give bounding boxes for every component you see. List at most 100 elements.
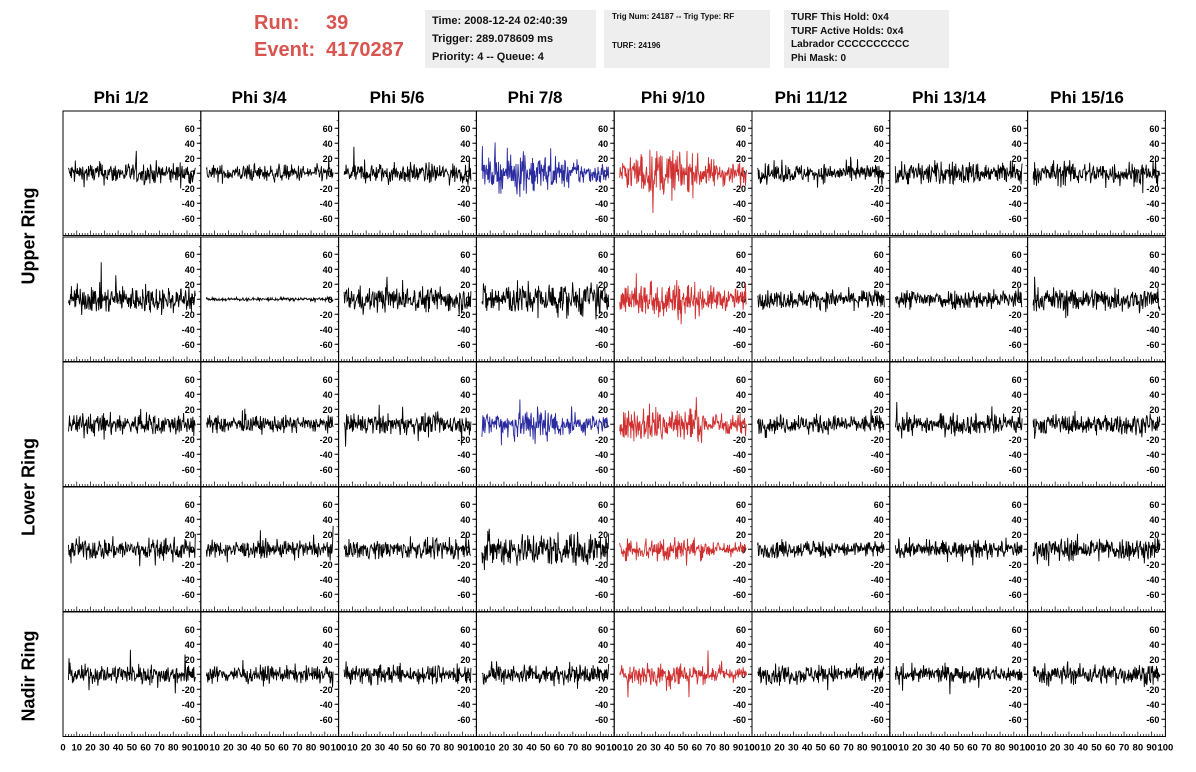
x-tick-label: 60: [416, 743, 427, 754]
waveform-trace: [343, 534, 472, 560]
y-tick-label: 20: [323, 280, 333, 290]
y-tick-label: 20: [185, 405, 195, 415]
y-tick-label: 40: [736, 640, 746, 650]
y-tick-label: 60: [874, 625, 884, 635]
y-tick-label: -60: [1009, 465, 1022, 475]
phi-header-7-8: Phi 7/8: [507, 88, 563, 107]
y-tick-label: -40: [457, 700, 470, 710]
x-tick-label: 10: [71, 743, 82, 754]
y-tick-label: 20: [874, 530, 884, 540]
y-tick-label: -60: [871, 590, 884, 600]
x-tick-label: 0: [474, 743, 479, 754]
y-tick-label: -60: [1009, 715, 1022, 725]
x-tick-label: 20: [636, 743, 647, 754]
y-tick-label: 60: [874, 250, 884, 260]
turf-active-holds-text: TURF Active Holds: 0x4: [791, 25, 904, 37]
y-tick-label: 20: [1149, 405, 1159, 415]
waveform-panel-r2-c6: -60 -40 -20 0 20 40 60: [889, 361, 1029, 487]
y-tick-label: 40: [598, 139, 608, 149]
phi-header-5-6: Phi 5/6: [369, 88, 425, 107]
x-tick-label: 90: [457, 743, 468, 754]
y-tick-label: 20: [598, 405, 608, 415]
x-tick-label: 60: [140, 743, 151, 754]
y-tick-label: -20: [320, 435, 333, 445]
y-tick-label: 60: [736, 375, 746, 385]
y-tick-label: -20: [871, 560, 884, 570]
y-tick-label: -40: [320, 700, 333, 710]
x-tick-label: 70: [981, 743, 992, 754]
y-tick-label: 40: [1012, 139, 1022, 149]
y-tick-label: -40: [320, 575, 333, 585]
waveform-panel-r0-c3: -60 -40 -20 0 20 40 60: [475, 110, 615, 236]
y-tick-label: 40: [323, 139, 333, 149]
y-tick-label: -40: [457, 325, 470, 335]
y-tick-label: -60: [182, 340, 195, 350]
y-tick-label: -20: [182, 310, 195, 320]
waveform-panel-r1-c7: -60 -40 -20 0 20 40 60: [1027, 236, 1166, 362]
x-tick-label: 90: [871, 743, 882, 754]
y-tick-label: 40: [598, 515, 608, 525]
x-tick-label: 40: [940, 743, 951, 754]
turf-info-box: TURF This Hold: 0x4 TURF Active Holds: 0…: [784, 10, 949, 68]
y-tick-label: -20: [595, 560, 608, 570]
x-tick-label: 0: [887, 743, 892, 754]
y-tick-label: -20: [733, 560, 746, 570]
y-tick-label: 20: [323, 530, 333, 540]
trigger-text: Trigger: 289.078609 ms: [432, 33, 554, 45]
x-tick-label: 20: [1050, 743, 1061, 754]
waveform-panel-r0-c7: -60 -40 -20 0 20 40 60: [1027, 110, 1166, 236]
y-tick-label: 60: [736, 625, 746, 635]
x-tick-label: 100: [744, 743, 760, 754]
y-tick-label: -40: [871, 575, 884, 585]
y-tick-label: -40: [1009, 325, 1022, 335]
y-tick-label: 40: [185, 640, 195, 650]
waveform-trace: [757, 156, 885, 188]
y-tick-label: -40: [595, 325, 608, 335]
y-tick-label: 20: [736, 530, 746, 540]
waveform-panel-r2-c3: -60 -40 -20 0 20 40 60: [475, 361, 615, 487]
y-tick-label: -60: [320, 214, 333, 224]
waveform-trace: [619, 149, 747, 214]
y-tick-label: 60: [323, 250, 333, 260]
y-tick-label: 40: [1012, 265, 1022, 275]
priority-text: Priority: 4 -- Queue: 4: [432, 51, 544, 63]
phi-header-15-16: Phi 15/16: [1050, 88, 1124, 107]
y-tick-label: 60: [1149, 124, 1159, 134]
x-tick-label: 70: [843, 743, 854, 754]
y-tick-label: 40: [1149, 640, 1159, 650]
y-tick-label: 60: [460, 250, 470, 260]
y-tick-label: 60: [874, 500, 884, 510]
x-tick-label: 70: [1119, 743, 1130, 754]
y-tick-label: 40: [185, 390, 195, 400]
y-tick-label: -60: [871, 214, 884, 224]
y-tick-label: 20: [1012, 530, 1022, 540]
y-tick-label: -20: [1009, 310, 1022, 320]
y-tick-label: -40: [1009, 450, 1022, 460]
y-tick-label: 0: [1154, 169, 1159, 179]
x-tick-label: 10: [485, 743, 496, 754]
waveform-trace: [894, 401, 1023, 439]
y-tick-label: -60: [733, 465, 746, 475]
x-tick-label: 10: [347, 743, 358, 754]
y-tick-label: 40: [1149, 515, 1159, 525]
x-tick-label: 70: [292, 743, 303, 754]
y-tick-label: 40: [1012, 515, 1022, 525]
y-tick-label: 20: [1012, 655, 1022, 665]
y-tick-label: 40: [1012, 640, 1022, 650]
y-tick-label: 60: [460, 375, 470, 385]
x-tick-label: 70: [568, 743, 579, 754]
x-tick-label: 70: [705, 743, 716, 754]
y-tick-label: -20: [320, 310, 333, 320]
x-tick-label: 80: [444, 743, 455, 754]
y-tick-label: 0: [465, 420, 470, 430]
y-tick-label: 40: [874, 139, 884, 149]
y-tick-label: 40: [460, 640, 470, 650]
y-tick-label: -20: [733, 435, 746, 445]
waveform-trace: [1032, 276, 1161, 319]
